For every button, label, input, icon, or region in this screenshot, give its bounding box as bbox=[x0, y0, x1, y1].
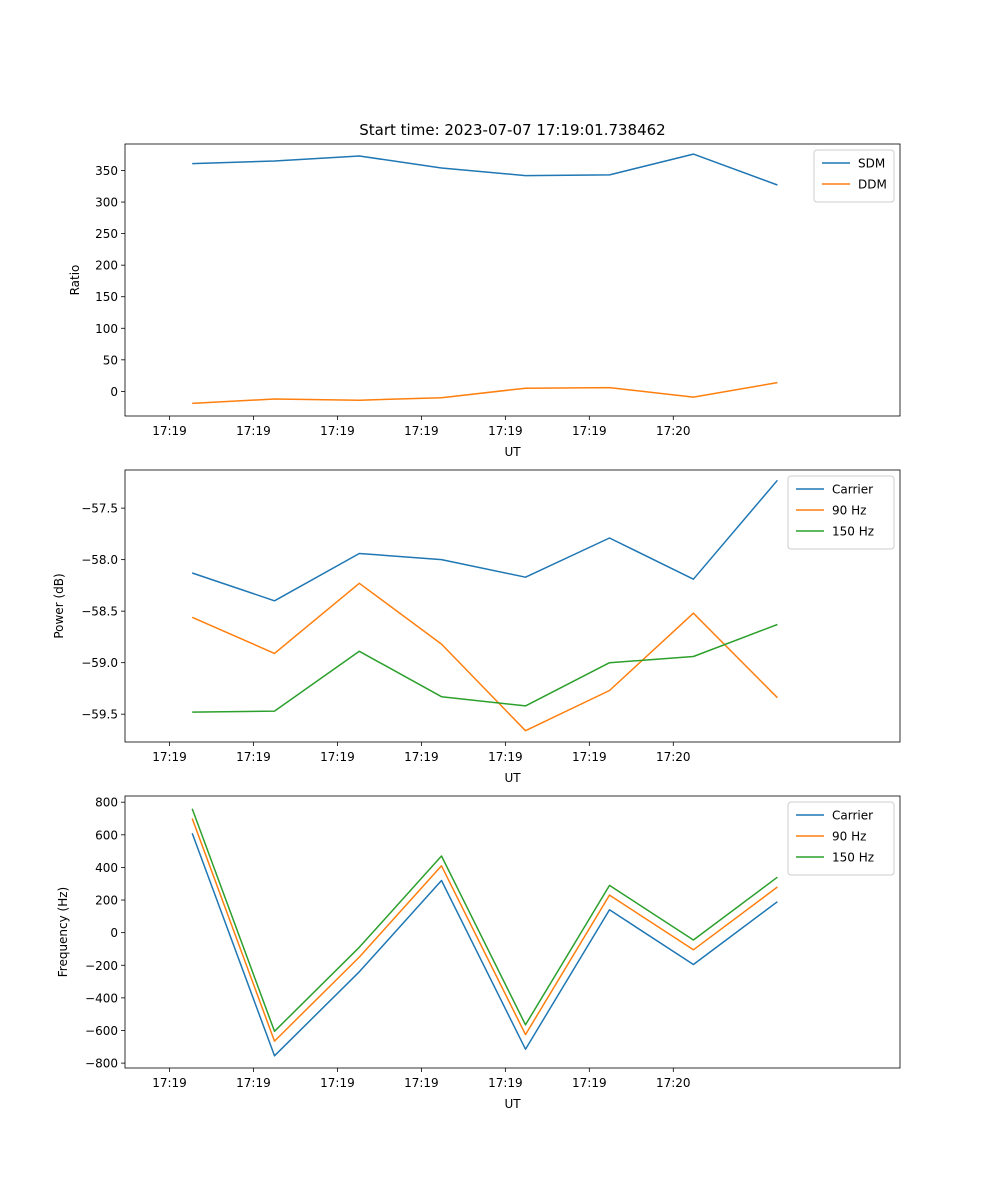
x-tick-label: 17:20 bbox=[656, 750, 691, 764]
legend-label: DDM bbox=[858, 178, 887, 192]
y-tick-label: −58.5 bbox=[81, 605, 118, 619]
legend-label: 90 Hz bbox=[832, 504, 866, 518]
y-tick-label: 350 bbox=[95, 164, 118, 178]
chart-panel-1: Start time: 2023-07-07 17:19:01.738462 0 5… bbox=[68, 121, 901, 459]
y-tick-label: 0 bbox=[110, 385, 118, 399]
x-tick-label: 17:19 bbox=[320, 1076, 355, 1090]
y-tick-label: 400 bbox=[95, 861, 118, 875]
x-tick-label: 17:19 bbox=[404, 1076, 439, 1090]
series-line-ddm bbox=[192, 381, 778, 405]
y-tick-label: 600 bbox=[95, 828, 118, 842]
x-axis-label: UT bbox=[504, 445, 521, 459]
x-tick-label: 17:19 bbox=[236, 1076, 271, 1090]
x-axis-label: UT bbox=[504, 1097, 521, 1111]
x-tick-label: 17:19 bbox=[404, 750, 439, 764]
y-tick-label: −59.5 bbox=[81, 708, 118, 722]
y-tick-label: −400 bbox=[85, 991, 118, 1005]
x-tick-label: 17:19 bbox=[320, 750, 355, 764]
legend: Carrier 90 Hz 150 Hz bbox=[787, 801, 895, 876]
legend: SDM DDM bbox=[813, 149, 895, 203]
y-axis-label: Power (dB) bbox=[52, 573, 66, 638]
chart-title: Start time: 2023-07-07 17:19:01.738462 bbox=[359, 121, 665, 139]
y-tick-label: 150 bbox=[95, 290, 118, 304]
chart-panel-2: −57.5 −58.0 −58.5 −59.0 −59.5 17:19 17:19 17:19… bbox=[52, 469, 901, 785]
series-line-carrier bbox=[191, 479, 778, 602]
legend-label: SDM bbox=[858, 157, 885, 171]
x-tick-label: 17:19 bbox=[152, 750, 187, 764]
legend-label: 90 Hz bbox=[832, 830, 866, 844]
legend-label: 150 Hz bbox=[832, 851, 874, 865]
series-line-carrier bbox=[191, 832, 778, 1057]
y-tick-label: 100 bbox=[95, 322, 118, 336]
series-line-90-hz bbox=[191, 818, 778, 1042]
x-tick-label: 17:19 bbox=[404, 424, 439, 438]
x-tick-label: 17:19 bbox=[236, 424, 271, 438]
plot-frame bbox=[124, 143, 901, 417]
series-line-150-hz bbox=[191, 808, 778, 1033]
x-tick-label: 17:19 bbox=[572, 1076, 607, 1090]
x-tick-label: 17:19 bbox=[488, 1076, 523, 1090]
legend-label: Carrier bbox=[832, 809, 873, 823]
x-tick-label: 17:19 bbox=[152, 1076, 187, 1090]
y-tick-label: 0 bbox=[110, 926, 118, 940]
legend-label: 150 Hz bbox=[832, 525, 874, 539]
y-tick-label: −59.0 bbox=[81, 656, 118, 670]
x-tick-label: 17:20 bbox=[656, 424, 691, 438]
x-tick-label: 17:19 bbox=[488, 424, 523, 438]
x-tick-label: 17:19 bbox=[488, 750, 523, 764]
series-line-sdm bbox=[192, 153, 778, 186]
y-axis-label: Ratio bbox=[68, 265, 82, 296]
y-tick-label: 200 bbox=[95, 894, 118, 908]
series-line-90-hz bbox=[191, 582, 778, 732]
y-tick-label: −800 bbox=[85, 1057, 118, 1071]
y-tick-label: 800 bbox=[95, 796, 118, 810]
y-tick-label: −58.0 bbox=[81, 553, 118, 567]
x-tick-label: 17:19 bbox=[572, 424, 607, 438]
x-axis-label: UT bbox=[504, 771, 521, 785]
y-tick-label: −57.5 bbox=[81, 502, 118, 516]
chart-panel-3: 800 600 400 200 0 −200 −400 −600 −800 17:19 17:19 1… bbox=[56, 795, 901, 1111]
x-tick-label: 17:19 bbox=[152, 424, 187, 438]
x-tick-label: 17:20 bbox=[656, 1076, 691, 1090]
legend-label: Carrier bbox=[832, 483, 873, 497]
x-tick-label: 17:19 bbox=[236, 750, 271, 764]
y-tick-label: 300 bbox=[95, 196, 118, 210]
plot-frame bbox=[124, 469, 901, 743]
x-tick-label: 17:19 bbox=[320, 424, 355, 438]
x-tick-label: 17:19 bbox=[572, 750, 607, 764]
legend: Carrier 90 Hz 150 Hz bbox=[787, 475, 895, 550]
series-line-150-hz bbox=[192, 623, 778, 713]
y-axis-label: Frequency (Hz) bbox=[56, 887, 70, 978]
y-tick-label: 50 bbox=[103, 353, 118, 367]
plot-frame bbox=[124, 795, 901, 1069]
y-tick-label: 200 bbox=[95, 259, 118, 273]
y-tick-label: −600 bbox=[85, 1024, 118, 1038]
y-tick-label: 250 bbox=[95, 227, 118, 241]
y-tick-label: −200 bbox=[85, 959, 118, 973]
